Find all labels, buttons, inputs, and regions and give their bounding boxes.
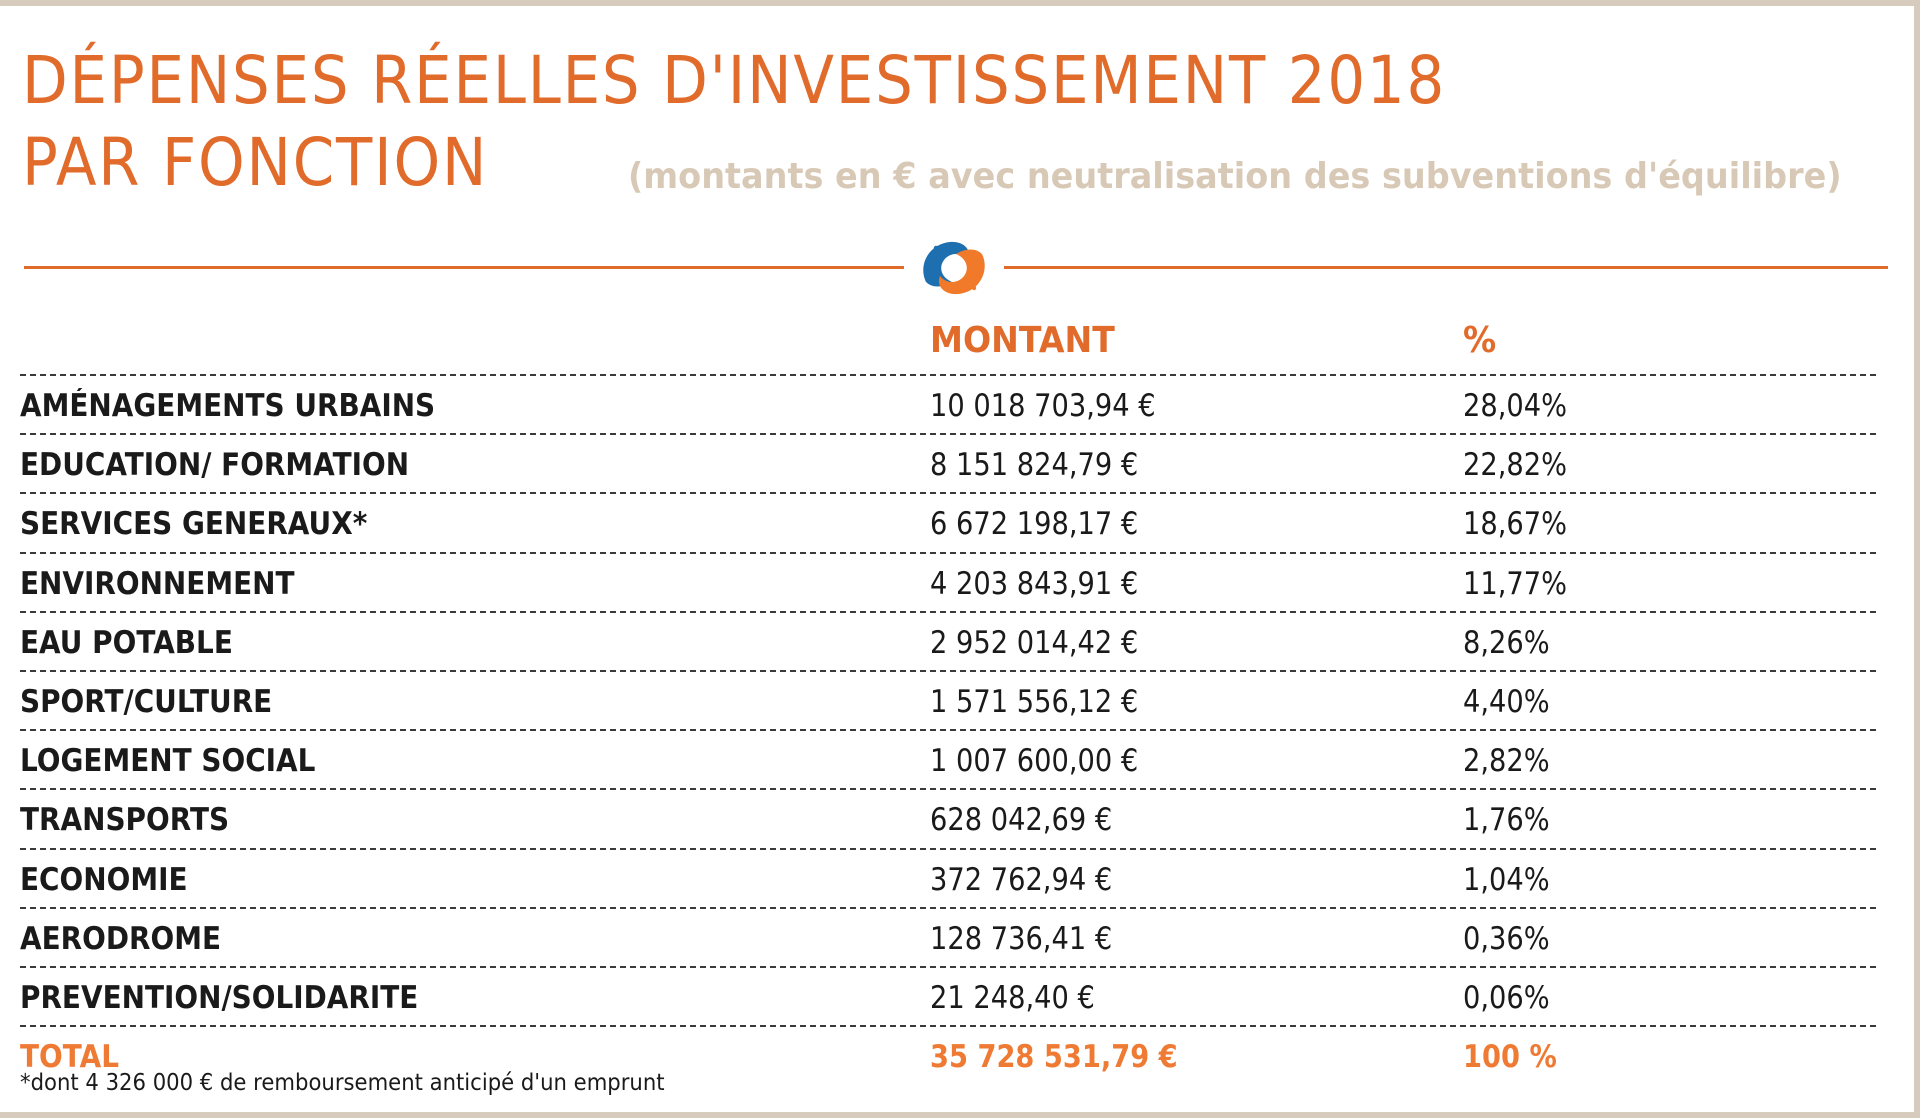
divider-right	[1004, 266, 1888, 269]
expense-table: MONTANT % AMÉNAGEMENTS URBAINS 10 018 70…	[20, 318, 1876, 1077]
table-row: SERVICES GENERAUX* 6 672 198,17 € 18,67%	[20, 494, 1876, 554]
table-row: AMÉNAGEMENTS URBAINS 10 018 703,94 € 28,…	[20, 376, 1876, 436]
row-amount: 628 042,69 €	[930, 802, 1113, 839]
header-percent: %	[1463, 320, 1497, 361]
row-label: AERODROME	[20, 920, 222, 957]
logo-swirl-icon	[923, 241, 985, 295]
row-label: PREVENTION/SOLIDARITE	[20, 979, 419, 1016]
total-percent: 100 %	[1463, 1039, 1557, 1076]
row-label: ECONOMIE	[20, 861, 188, 898]
row-percent: 18,67%	[1463, 506, 1568, 543]
header-amount: MONTANT	[930, 320, 1115, 361]
table-row: TRANSPORTS 628 042,69 € 1,76%	[20, 790, 1876, 850]
table-row: EDUCATION/ FORMATION 8 151 824,79 € 22,8…	[20, 435, 1876, 495]
row-label: EAU POTABLE	[20, 624, 233, 661]
row-amount: 1 571 556,12 €	[930, 683, 1139, 720]
row-percent: 28,04%	[1463, 388, 1568, 424]
row-label: TRANSPORTS	[20, 802, 230, 839]
table-row: LOGEMENT SOCIAL 1 007 600,00 € 2,82%	[20, 731, 1876, 791]
table-row: AERODROME 128 736,41 € 0,36%	[20, 909, 1876, 968]
table-row: ENVIRONNEMENT 4 203 843,91 € 11,77%	[20, 554, 1876, 613]
page-title: DÉPENSES RÉELLES D'INVESTISSEMENT 2018 P…	[22, 40, 1446, 204]
row-amount: 2 952 014,42 €	[930, 624, 1139, 661]
table-row: PREVENTION/SOLIDARITE 21 248,40 € 0,06%	[20, 968, 1876, 1028]
row-label: LOGEMENT SOCIAL	[20, 743, 316, 780]
row-amount: 21 248,40 €	[930, 979, 1095, 1016]
row-label: ENVIRONNEMENT	[20, 565, 295, 602]
row-percent: 1,04%	[1463, 861, 1550, 898]
row-label: EDUCATION/ FORMATION	[20, 447, 410, 484]
title-line-1: DÉPENSES RÉELLES D'INVESTISSEMENT 2018	[22, 42, 1447, 119]
row-amount: 6 672 198,17 €	[930, 506, 1139, 543]
row-percent: 0,36%	[1463, 920, 1550, 957]
table-header: MONTANT %	[20, 318, 1876, 376]
row-label: SERVICES GENERAUX*	[20, 506, 368, 543]
table-row: ECONOMIE 372 762,94 € 1,04%	[20, 850, 1876, 909]
row-label: SPORT/CULTURE	[20, 683, 273, 720]
table-row: EAU POTABLE 2 952 014,42 € 8,26%	[20, 613, 1876, 672]
total-amount: 35 728 531,79 €	[930, 1039, 1178, 1076]
row-amount: 1 007 600,00 €	[930, 743, 1139, 780]
table-row: SPORT/CULTURE 1 571 556,12 € 4,40%	[20, 672, 1876, 732]
page-subtitle: (montants en € avec neutralisation des s…	[628, 156, 1842, 197]
total-label: TOTAL	[20, 1039, 119, 1076]
row-percent: 2,82%	[1463, 743, 1550, 780]
row-percent: 22,82%	[1463, 447, 1568, 484]
row-amount: 372 762,94 €	[930, 861, 1113, 898]
row-label: AMÉNAGEMENTS URBAINS	[20, 388, 436, 424]
row-amount: 8 151 824,79 €	[930, 447, 1139, 484]
row-percent: 11,77%	[1463, 565, 1568, 602]
title-line-2: PAR FONCTION	[22, 124, 489, 201]
row-amount: 4 203 843,91 €	[930, 565, 1139, 602]
divider-left	[24, 266, 904, 269]
row-percent: 4,40%	[1463, 683, 1550, 720]
row-percent: 0,06%	[1463, 979, 1550, 1016]
footnote: *dont 4 326 000 € de remboursement antic…	[20, 1070, 665, 1096]
row-amount: 10 018 703,94 €	[930, 388, 1156, 424]
table-total-row: TOTAL 35 728 531,79 € 100 %	[20, 1027, 1876, 1077]
row-percent: 8,26%	[1463, 624, 1550, 661]
row-percent: 1,76%	[1463, 802, 1550, 839]
row-amount: 128 736,41 €	[930, 920, 1113, 957]
